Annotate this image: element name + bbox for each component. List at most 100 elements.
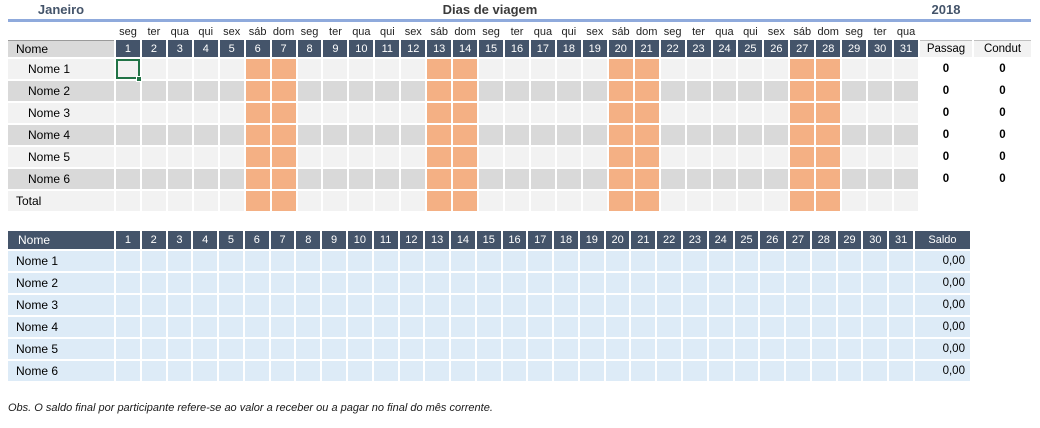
day-cell[interactable] bbox=[219, 81, 244, 101]
day-cell[interactable] bbox=[657, 339, 682, 359]
day-cell[interactable] bbox=[116, 147, 140, 167]
day-cell[interactable] bbox=[863, 317, 888, 337]
day-cell[interactable] bbox=[738, 125, 763, 145]
day-cell[interactable] bbox=[373, 273, 398, 293]
day-cell[interactable] bbox=[657, 295, 682, 315]
day-cell[interactable] bbox=[842, 103, 867, 123]
selected-cell[interactable] bbox=[116, 59, 142, 82]
day-cell[interactable] bbox=[219, 317, 243, 337]
day-cell[interactable] bbox=[270, 273, 295, 293]
day-cell[interactable] bbox=[556, 81, 581, 101]
day-cell[interactable] bbox=[556, 103, 581, 123]
day-cell[interactable] bbox=[528, 339, 553, 359]
day-cell[interactable] bbox=[476, 273, 501, 293]
day-cell[interactable] bbox=[505, 125, 529, 145]
day-cell[interactable] bbox=[579, 317, 604, 337]
day-cell[interactable] bbox=[271, 59, 296, 79]
day-cell[interactable] bbox=[116, 273, 140, 293]
day-cell[interactable] bbox=[349, 81, 374, 101]
day-cell[interactable] bbox=[764, 125, 789, 145]
day-cell[interactable] bbox=[738, 81, 763, 101]
day-cell[interactable] bbox=[297, 147, 322, 167]
day-cell[interactable] bbox=[660, 59, 685, 79]
day-cell[interactable] bbox=[738, 59, 763, 79]
day-cell[interactable] bbox=[605, 251, 630, 271]
day-cell[interactable] bbox=[141, 251, 166, 271]
day-cell[interactable] bbox=[708, 339, 733, 359]
day-cell[interactable] bbox=[116, 317, 140, 337]
day-cell[interactable] bbox=[505, 169, 529, 189]
day-cell[interactable] bbox=[349, 125, 374, 145]
day-cell[interactable] bbox=[734, 295, 759, 315]
day-cell[interactable] bbox=[323, 59, 348, 79]
day-cell[interactable] bbox=[863, 361, 888, 381]
day-cell[interactable] bbox=[634, 169, 659, 189]
day-cell[interactable] bbox=[219, 125, 244, 145]
day-cell[interactable] bbox=[660, 147, 685, 167]
day-cell[interactable] bbox=[889, 295, 913, 315]
day-cell[interactable] bbox=[116, 125, 140, 145]
day-cell[interactable] bbox=[605, 317, 630, 337]
day-cell[interactable] bbox=[476, 361, 501, 381]
day-cell[interactable] bbox=[579, 339, 604, 359]
name-cell[interactable]: Nome 6 bbox=[8, 169, 114, 189]
day-cell[interactable] bbox=[863, 251, 888, 271]
day-cell[interactable] bbox=[894, 81, 918, 101]
day-cell[interactable] bbox=[270, 295, 295, 315]
day-cell[interactable] bbox=[296, 295, 321, 315]
name-cell[interactable]: Nome 5 bbox=[8, 339, 114, 359]
day-cell[interactable] bbox=[347, 317, 372, 337]
day-cell[interactable] bbox=[605, 361, 630, 381]
day-cell[interactable] bbox=[322, 251, 346, 271]
day-cell[interactable] bbox=[401, 125, 426, 145]
day-cell[interactable] bbox=[425, 251, 450, 271]
day-cell[interactable] bbox=[167, 147, 192, 167]
day-cell[interactable] bbox=[842, 81, 867, 101]
day-cell[interactable] bbox=[297, 103, 322, 123]
day-cell[interactable] bbox=[579, 251, 604, 271]
day-cell[interactable] bbox=[764, 59, 789, 79]
day-cell[interactable] bbox=[193, 317, 218, 337]
day-cell[interactable] bbox=[660, 81, 685, 101]
day-cell[interactable] bbox=[764, 81, 789, 101]
day-cell[interactable] bbox=[427, 169, 452, 189]
day-cell[interactable] bbox=[141, 147, 166, 167]
day-cell[interactable] bbox=[116, 169, 140, 189]
day-cell[interactable] bbox=[271, 147, 296, 167]
name-cell[interactable]: Nome 4 bbox=[8, 317, 114, 337]
day-cell[interactable] bbox=[245, 169, 270, 189]
day-cell[interactable] bbox=[657, 273, 682, 293]
day-cell[interactable] bbox=[453, 81, 478, 101]
day-cell[interactable] bbox=[894, 147, 918, 167]
day-cell[interactable] bbox=[167, 361, 192, 381]
day-cell[interactable] bbox=[297, 125, 322, 145]
day-cell[interactable] bbox=[296, 339, 321, 359]
day-cell[interactable] bbox=[528, 273, 553, 293]
day-cell[interactable] bbox=[193, 273, 218, 293]
name-cell[interactable]: Nome 3 bbox=[8, 103, 114, 123]
day-cell[interactable] bbox=[193, 361, 218, 381]
day-cell[interactable] bbox=[786, 317, 810, 337]
day-cell[interactable] bbox=[375, 81, 400, 101]
day-cell[interactable] bbox=[842, 59, 867, 79]
day-cell[interactable] bbox=[582, 169, 607, 189]
day-cell[interactable] bbox=[476, 317, 501, 337]
day-cell[interactable] bbox=[375, 147, 400, 167]
day-cell[interactable] bbox=[219, 147, 244, 167]
day-cell[interactable] bbox=[245, 103, 270, 123]
day-cell[interactable] bbox=[579, 295, 604, 315]
day-cell[interactable] bbox=[349, 103, 374, 123]
day-cell[interactable] bbox=[451, 339, 475, 359]
day-cell[interactable] bbox=[863, 295, 888, 315]
day-cell[interactable] bbox=[219, 169, 244, 189]
day-cell[interactable] bbox=[631, 339, 656, 359]
day-cell[interactable] bbox=[297, 81, 322, 101]
day-cell[interactable] bbox=[863, 273, 888, 293]
day-cell[interactable] bbox=[894, 125, 918, 145]
day-cell[interactable] bbox=[683, 295, 707, 315]
day-cell[interactable] bbox=[347, 339, 372, 359]
day-cell[interactable] bbox=[193, 147, 218, 167]
day-cell[interactable] bbox=[556, 59, 581, 79]
day-cell[interactable] bbox=[734, 273, 759, 293]
day-cell[interactable] bbox=[889, 317, 913, 337]
